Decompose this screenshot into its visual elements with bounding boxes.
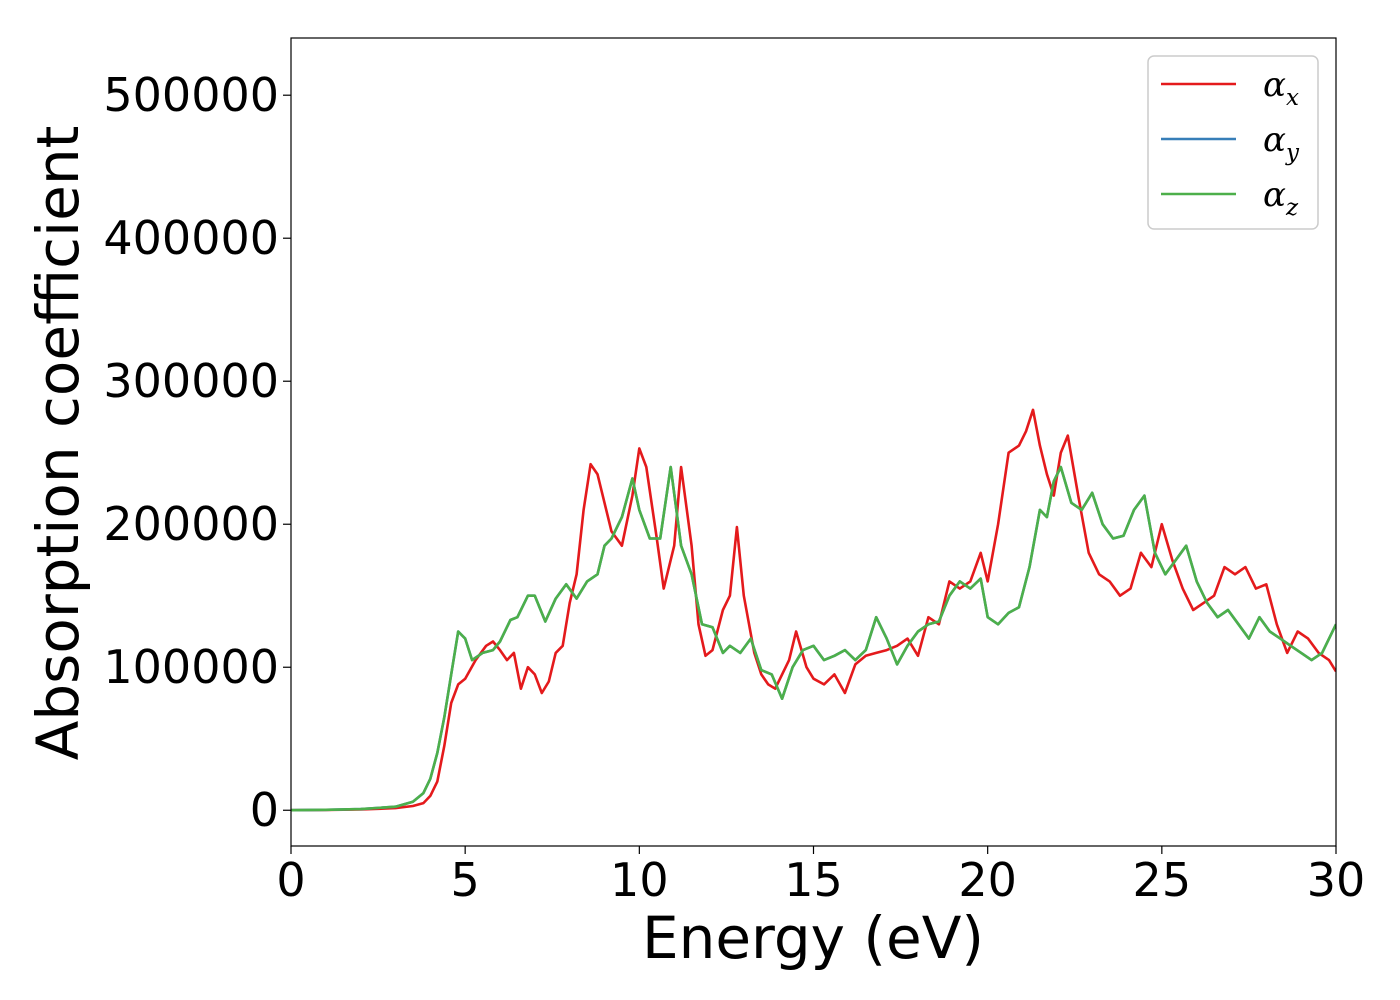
y-tick-label: 100000 xyxy=(103,640,279,694)
series-line-y xyxy=(291,465,1336,812)
series-line-x xyxy=(291,408,1336,812)
x-tick-label: 20 xyxy=(958,853,1017,907)
y-tick-label: 500000 xyxy=(103,68,279,122)
y-tick-label: 300000 xyxy=(103,354,279,408)
plot-area xyxy=(291,408,1336,812)
x-tick-label: 25 xyxy=(1133,853,1192,907)
y-tick-label: 0 xyxy=(250,783,279,837)
y-tick-label: 200000 xyxy=(103,497,279,551)
x-tick-label: 5 xyxy=(451,853,480,907)
y-axis-label: Absorption coefficient xyxy=(24,126,92,761)
axes: 0 5 10 15 20 25 30 0 100000 200000 300000 400000 500… xyxy=(103,37,1366,907)
x-tick-label: 30 xyxy=(1307,853,1366,907)
y-tick-label: 400000 xyxy=(103,211,279,265)
x-tick-label: 0 xyxy=(276,853,305,907)
legend-label-z: αz xyxy=(1263,175,1299,221)
legend-box xyxy=(1147,55,1319,230)
x-tick-label: 10 xyxy=(610,853,669,907)
x-axis-label: Energy (eV) xyxy=(642,904,984,972)
x-tick-label: 15 xyxy=(784,853,843,907)
series-line-z xyxy=(291,465,1336,812)
